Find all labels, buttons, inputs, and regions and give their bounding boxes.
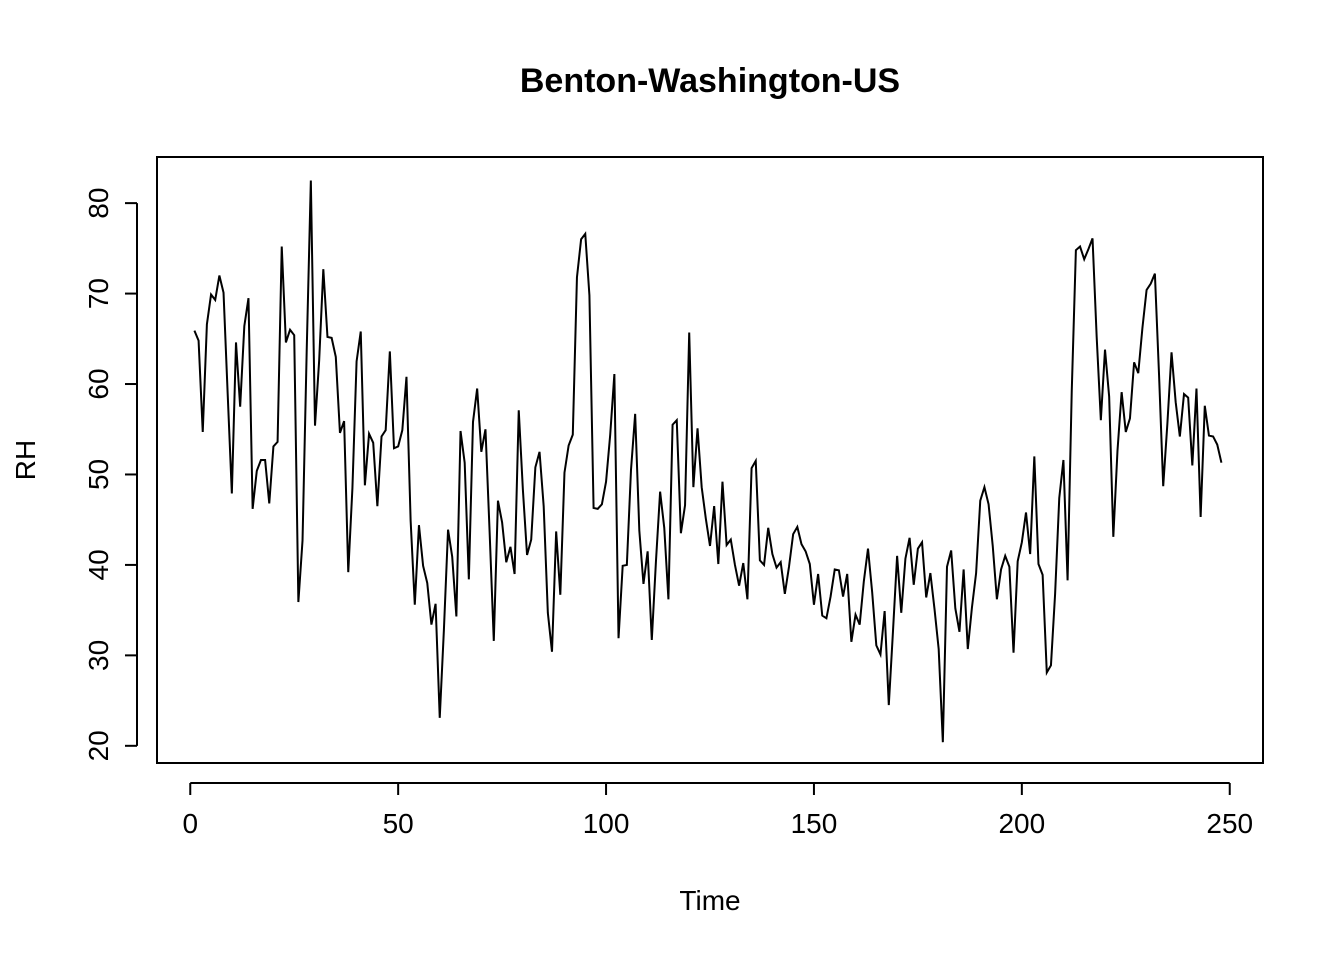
series-line: [193, 180, 1223, 743]
x-tick-label: 150: [791, 808, 838, 839]
x-tick-label: 50: [383, 808, 414, 839]
x-axis: 0 50 100 150 200 250: [182, 782, 1253, 839]
y-tick-label: 20: [83, 730, 114, 761]
plot-area-border: [156, 156, 1264, 764]
y-tick-label: 70: [83, 278, 114, 309]
y-axis-title: RH: [10, 440, 41, 480]
y-tick-label: 50: [83, 459, 114, 490]
chart-title: Benton-Washington-US: [520, 62, 900, 100]
y-tick-label: 40: [83, 549, 114, 580]
y-axis: 20 30 40 50 60 70 80: [83, 188, 138, 761]
y-tick-label: 60: [83, 368, 114, 399]
y-tick-label: 30: [83, 640, 114, 671]
y-tick-label: 80: [83, 188, 114, 219]
x-tick-label: 250: [1206, 808, 1253, 839]
x-tick-label: 100: [583, 808, 630, 839]
series-group: [193, 180, 1223, 743]
x-axis-title: Time: [679, 885, 740, 916]
x-tick-label: 200: [998, 808, 1045, 839]
x-tick-label: 0: [182, 808, 198, 839]
